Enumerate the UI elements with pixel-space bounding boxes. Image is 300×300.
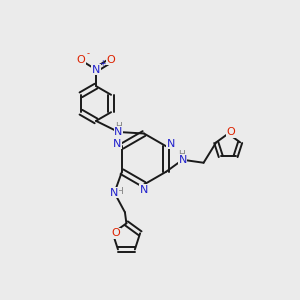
Text: N: N — [110, 188, 118, 198]
Text: N: N — [113, 139, 122, 148]
Text: O: O — [111, 228, 120, 238]
Text: O: O — [227, 127, 236, 137]
Text: H: H — [115, 122, 122, 131]
Text: +: + — [100, 59, 106, 68]
Text: N: N — [167, 139, 175, 148]
Text: H: H — [116, 187, 123, 196]
Text: N: N — [114, 127, 123, 137]
Text: N: N — [140, 185, 148, 195]
Text: N: N — [92, 64, 100, 75]
Text: -: - — [86, 49, 89, 58]
Text: O: O — [106, 55, 116, 65]
Text: H: H — [178, 150, 185, 159]
Text: N: N — [178, 155, 187, 165]
Text: O: O — [76, 55, 85, 65]
